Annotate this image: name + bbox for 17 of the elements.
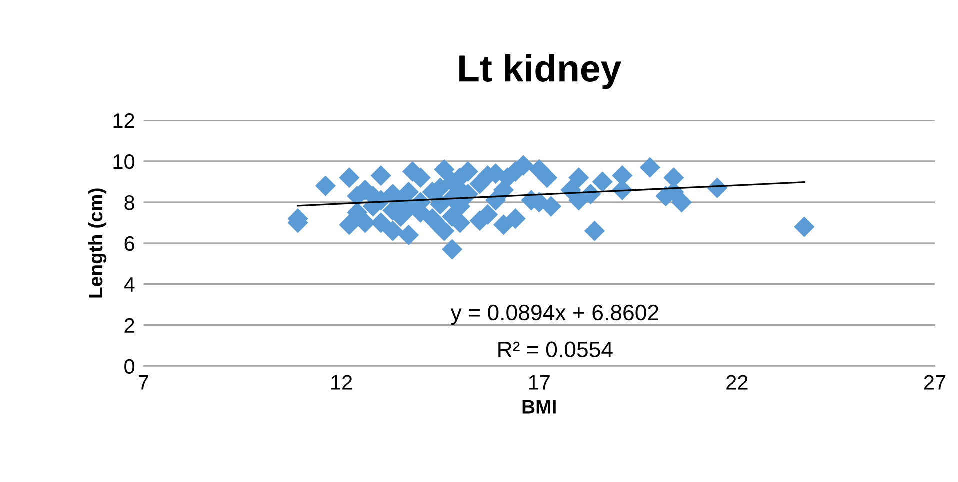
y-tick-label: 6	[124, 236, 134, 252]
chart-title: Lt kidney	[460, 54, 622, 90]
y-axis-title: Length (cm)	[88, 188, 107, 298]
x-tick-label: 17	[529, 375, 550, 390]
x-tick-label: 27	[924, 375, 946, 390]
y-tick-label: 2	[124, 318, 134, 333]
y-tick-label: 10	[114, 154, 135, 170]
y-tick-label: 12	[114, 114, 134, 128]
y-tick-label: 8	[124, 195, 134, 210]
y-tick-label: 4	[124, 278, 135, 292]
x-tick-label: 7	[138, 375, 148, 390]
x-tick-label: 22	[726, 375, 748, 390]
annotation: R² = 0.0554	[498, 342, 613, 358]
x-axis-title: BMI	[522, 400, 556, 414]
y-tick-label: 0	[124, 359, 135, 374]
annotation: y = 0.0894x + 6.8602	[450, 304, 658, 326]
x-tick-label: 12	[332, 375, 352, 390]
